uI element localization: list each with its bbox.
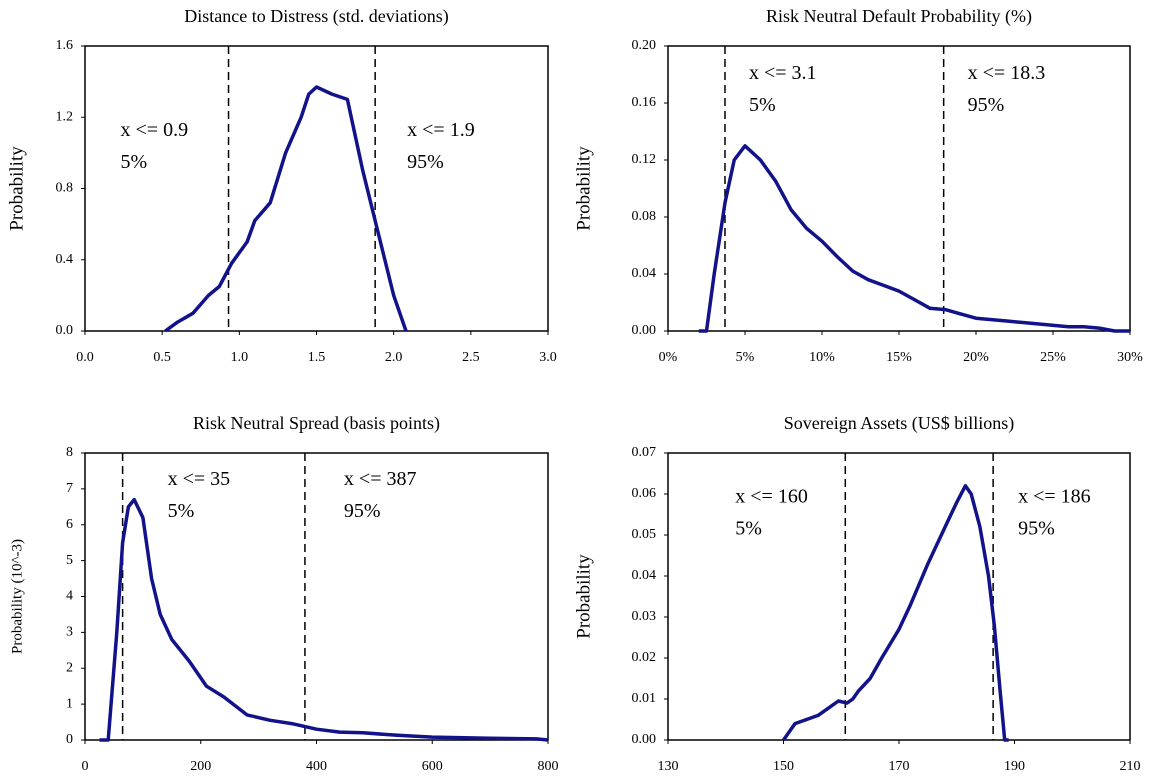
x-tick-label: 25% bbox=[1040, 350, 1066, 365]
x-tick-label: 200 bbox=[190, 759, 211, 774]
y-tick-label: 3 bbox=[66, 625, 73, 640]
y-tick-label: 0.12 bbox=[632, 152, 657, 167]
annotation-percentile: 5% bbox=[121, 151, 148, 173]
y-tick-label: 0.00 bbox=[632, 732, 657, 747]
y-axis-label: Probability bbox=[573, 554, 594, 639]
y-tick-label: 6 bbox=[66, 517, 73, 532]
plot-frame bbox=[84, 452, 549, 741]
annotation-value: x <= 387 bbox=[344, 468, 417, 490]
y-axis-label: Probability bbox=[6, 146, 27, 231]
plot-frame bbox=[667, 45, 1131, 332]
x-tick-label: 20% bbox=[963, 350, 989, 365]
y-tick-label: 0.16 bbox=[632, 95, 657, 110]
density-line bbox=[698, 144, 1130, 333]
x-tick-label: 400 bbox=[306, 759, 327, 774]
annotation-percentile: 5% bbox=[168, 500, 195, 522]
plot-frame bbox=[84, 45, 549, 332]
density-line bbox=[99, 497, 549, 742]
x-tick-label: 0 bbox=[82, 759, 89, 774]
y-tick-label: 0.05 bbox=[632, 527, 657, 542]
y-tick-label: 0.0 bbox=[56, 323, 74, 338]
x-tick-label: 190 bbox=[1004, 759, 1025, 774]
y-tick-label: 1.6 bbox=[56, 38, 74, 53]
y-tick-label: 0.4 bbox=[56, 252, 74, 267]
annotation-value: x <= 3.1 bbox=[749, 62, 817, 84]
annotation-value: x <= 160 bbox=[735, 486, 808, 508]
y-tick-label: 0.20 bbox=[632, 38, 657, 53]
annotation-percentile: 95% bbox=[1018, 518, 1055, 540]
x-tick-label: 30% bbox=[1117, 350, 1143, 365]
y-tick-label: 0.8 bbox=[56, 181, 74, 196]
x-tick-label: 0.0 bbox=[76, 350, 94, 365]
y-axis-label: Probability (10^-3) bbox=[9, 539, 25, 654]
annotation-value: x <= 18.3 bbox=[968, 62, 1046, 84]
y-tick-label: 0.07 bbox=[632, 445, 657, 460]
y-tick-label: 0.03 bbox=[632, 609, 657, 624]
chart-title: Risk Neutral Spread (basis points) bbox=[193, 413, 440, 434]
x-tick-label: 3.0 bbox=[539, 350, 557, 365]
y-tick-label: 2 bbox=[66, 660, 73, 675]
y-tick-label: 0 bbox=[66, 732, 73, 747]
y-tick-label: 0.02 bbox=[632, 650, 657, 665]
x-tick-label: 5% bbox=[736, 350, 755, 365]
x-tick-label: 150 bbox=[773, 759, 794, 774]
chart-title: Sovereign Assets (US$ billions) bbox=[784, 413, 1015, 434]
y-tick-label: 8 bbox=[66, 445, 73, 460]
y-tick-label: 5 bbox=[66, 553, 73, 568]
chart-title: Distance to Distress (std. deviations) bbox=[184, 6, 448, 27]
x-tick-label: 15% bbox=[886, 350, 912, 365]
y-tick-label: 0.00 bbox=[632, 323, 657, 338]
y-tick-label: 0.01 bbox=[632, 691, 657, 706]
y-tick-label: 0.04 bbox=[632, 568, 657, 583]
plot-frame bbox=[667, 452, 1131, 741]
annotation-value: x <= 35 bbox=[168, 468, 231, 490]
x-tick-label: 800 bbox=[538, 759, 559, 774]
density-line bbox=[782, 484, 1009, 742]
y-tick-label: 4 bbox=[66, 589, 73, 604]
chart-title: Risk Neutral Default Probability (%) bbox=[766, 6, 1032, 27]
y-tick-label: 0.06 bbox=[632, 486, 657, 501]
x-tick-label: 130 bbox=[658, 759, 679, 774]
y-axis-label: Probability bbox=[573, 146, 594, 231]
x-tick-label: 2.0 bbox=[385, 350, 403, 365]
annotation-value: x <= 1.9 bbox=[407, 119, 475, 141]
y-tick-label: 0.04 bbox=[632, 266, 657, 281]
annotation-percentile: 5% bbox=[735, 518, 762, 540]
y-tick-label: 0.08 bbox=[632, 209, 657, 224]
annotation-percentile: 5% bbox=[749, 94, 776, 116]
x-tick-label: 1.0 bbox=[231, 350, 249, 365]
x-tick-label: 10% bbox=[809, 350, 835, 365]
x-tick-label: 600 bbox=[422, 759, 443, 774]
x-tick-label: 0% bbox=[659, 350, 678, 365]
density-line bbox=[164, 85, 408, 333]
y-tick-label: 1 bbox=[66, 696, 73, 711]
annotation-value: x <= 186 bbox=[1018, 486, 1091, 508]
y-tick-label: 1.2 bbox=[56, 109, 74, 124]
annotation-percentile: 95% bbox=[968, 94, 1005, 116]
x-tick-label: 210 bbox=[1120, 759, 1141, 774]
x-tick-label: 0.5 bbox=[153, 350, 171, 365]
x-tick-label: 1.5 bbox=[308, 350, 326, 365]
x-tick-label: 170 bbox=[889, 759, 910, 774]
annotation-percentile: 95% bbox=[407, 151, 444, 173]
annotation-percentile: 95% bbox=[344, 500, 381, 522]
annotation-value: x <= 0.9 bbox=[121, 119, 189, 141]
y-tick-label: 7 bbox=[66, 481, 73, 496]
x-tick-label: 2.5 bbox=[462, 350, 480, 365]
